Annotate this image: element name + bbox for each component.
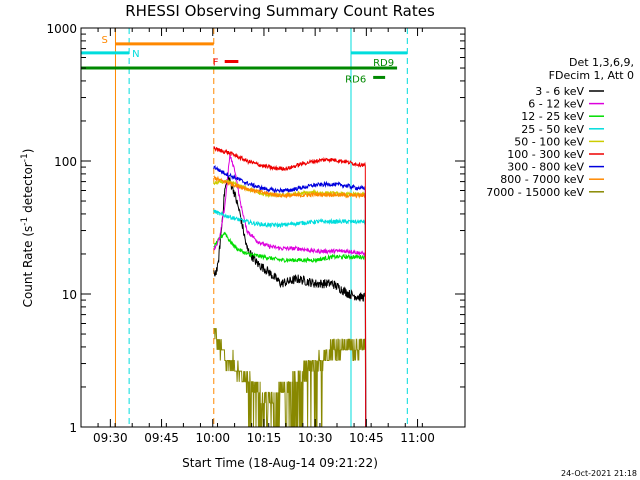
axes: 09:30 09:45 10:00 10:15 10:30 10:45 11:00 1 10 10… (46, 22, 465, 445)
legend-entry-label: 6 - 12 keV (528, 98, 584, 111)
x-axis-label: Start Time (18-Aug-14 09:21:22) (182, 456, 378, 470)
y-tick-label: 1 (69, 421, 77, 435)
y-tick-label: 10 (62, 288, 77, 302)
series-layer (213, 145, 367, 428)
series-line (213, 164, 367, 428)
x-tick-label: 10:00 (195, 431, 230, 445)
y-label-end: ) (21, 149, 35, 154)
legend-entry-label: 3 - 6 keV (535, 85, 584, 98)
x-tick-label: 10:45 (349, 431, 384, 445)
legend-entry-label: 7000 - 15000 keV (486, 186, 584, 199)
legend-header-1: Det 1,3,6,9, (569, 56, 634, 69)
flag-label: RD9 (373, 58, 394, 69)
legend-header-2: FDecim 1, Att 0 (549, 69, 634, 82)
series-line (213, 145, 367, 428)
series-line (213, 231, 367, 428)
y-label-main: Count Rate (s (21, 226, 35, 308)
x-tick-label: 11:00 (400, 431, 435, 445)
chart-title: RHESSI Observing Summary Count Rates (125, 2, 435, 20)
y-label-mid: detector (21, 162, 35, 217)
flag-bars: S N F RD9 RD6 (81, 35, 408, 85)
x-tick-label: 09:45 (144, 431, 179, 445)
series-line (213, 154, 367, 428)
series-line (213, 175, 367, 428)
flag-label: F (213, 57, 219, 68)
legend-entry-label: 100 - 300 keV (507, 148, 584, 161)
y-tick-label: 1000 (46, 22, 77, 36)
plot-frame (80, 27, 466, 428)
legend-entry-label: 12 - 25 keV (521, 110, 584, 123)
legend-entry-label: 800 - 7000 keV (500, 173, 584, 186)
flag-label: S (101, 35, 107, 46)
legend-entry-label: 50 - 100 keV (514, 135, 584, 148)
y-label-sup1: -1 (20, 217, 30, 226)
footer-timestamp: 24-Oct-2021 21:18 (561, 469, 637, 478)
legend: Det 1,3,6,9, FDecim 1, Att 0 3 - 6 keV6 … (486, 56, 634, 199)
y-axis-label: Count Rate (s-1 detector-1) (20, 149, 35, 308)
vertical-markers (80, 28, 408, 427)
series-line (213, 209, 367, 428)
y-tick-label: 100 (54, 155, 77, 169)
x-tick-label: 10:30 (298, 431, 333, 445)
flag-label: RD6 (345, 74, 366, 85)
flag-label: N (132, 49, 139, 60)
x-tick-label: 09:30 (93, 431, 128, 445)
x-tick-label: 10:15 (247, 431, 282, 445)
legend-entry-label: 25 - 50 keV (521, 123, 584, 136)
series-line (213, 174, 367, 428)
y-label-sup2: -1 (20, 153, 30, 162)
series-line (213, 328, 367, 428)
legend-entry-label: 300 - 800 keV (507, 161, 584, 174)
